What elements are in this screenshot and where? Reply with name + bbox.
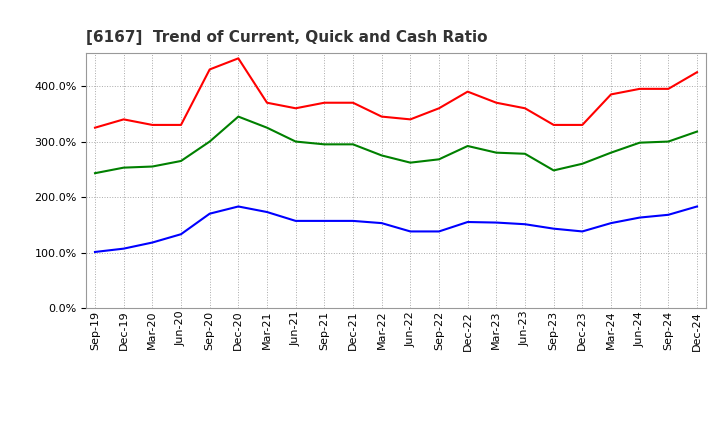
Quick Ratio: [176, 158, 185, 164]
Cash Ratio: [263, 209, 271, 215]
Current Ratio: [263, 100, 271, 105]
Quick Ratio: [464, 143, 472, 149]
Quick Ratio: [521, 151, 529, 156]
Cash Ratio: [320, 218, 328, 224]
Current Ratio: [492, 100, 500, 105]
Cash Ratio: [120, 246, 128, 251]
Cash Ratio: [578, 229, 587, 234]
Cash Ratio: [635, 215, 644, 220]
Cash Ratio: [693, 204, 701, 209]
Current Ratio: [464, 89, 472, 94]
Line: Cash Ratio: Cash Ratio: [95, 206, 697, 252]
Quick Ratio: [377, 153, 386, 158]
Quick Ratio: [148, 164, 157, 169]
Cash Ratio: [292, 218, 300, 224]
Quick Ratio: [693, 129, 701, 134]
Current Ratio: [120, 117, 128, 122]
Quick Ratio: [234, 114, 243, 119]
Cash Ratio: [205, 211, 214, 216]
Cash Ratio: [148, 240, 157, 245]
Cash Ratio: [607, 220, 616, 226]
Current Ratio: [348, 100, 357, 105]
Quick Ratio: [435, 157, 444, 162]
Quick Ratio: [263, 125, 271, 130]
Current Ratio: [148, 122, 157, 128]
Current Ratio: [377, 114, 386, 119]
Current Ratio: [205, 67, 214, 72]
Quick Ratio: [549, 168, 558, 173]
Cash Ratio: [521, 222, 529, 227]
Quick Ratio: [320, 142, 328, 147]
Current Ratio: [693, 70, 701, 75]
Text: [6167]  Trend of Current, Quick and Cash Ratio: [6167] Trend of Current, Quick and Cash …: [86, 29, 488, 45]
Cash Ratio: [664, 212, 672, 217]
Current Ratio: [176, 122, 185, 128]
Cash Ratio: [348, 218, 357, 224]
Quick Ratio: [635, 140, 644, 145]
Line: Quick Ratio: Quick Ratio: [95, 117, 697, 173]
Quick Ratio: [607, 150, 616, 155]
Current Ratio: [549, 122, 558, 128]
Quick Ratio: [292, 139, 300, 144]
Quick Ratio: [91, 171, 99, 176]
Current Ratio: [406, 117, 415, 122]
Quick Ratio: [664, 139, 672, 144]
Cash Ratio: [435, 229, 444, 234]
Current Ratio: [292, 106, 300, 111]
Line: Current Ratio: Current Ratio: [95, 59, 697, 128]
Current Ratio: [91, 125, 99, 130]
Quick Ratio: [578, 161, 587, 166]
Cash Ratio: [377, 220, 386, 226]
Quick Ratio: [205, 139, 214, 144]
Quick Ratio: [348, 142, 357, 147]
Current Ratio: [521, 106, 529, 111]
Cash Ratio: [234, 204, 243, 209]
Current Ratio: [234, 56, 243, 61]
Cash Ratio: [91, 249, 99, 255]
Current Ratio: [320, 100, 328, 105]
Cash Ratio: [406, 229, 415, 234]
Quick Ratio: [120, 165, 128, 170]
Cash Ratio: [549, 226, 558, 231]
Cash Ratio: [464, 220, 472, 225]
Quick Ratio: [492, 150, 500, 155]
Cash Ratio: [492, 220, 500, 225]
Current Ratio: [635, 86, 644, 92]
Cash Ratio: [176, 231, 185, 237]
Quick Ratio: [406, 160, 415, 165]
Current Ratio: [578, 122, 587, 128]
Current Ratio: [607, 92, 616, 97]
Current Ratio: [664, 86, 672, 92]
Current Ratio: [435, 106, 444, 111]
